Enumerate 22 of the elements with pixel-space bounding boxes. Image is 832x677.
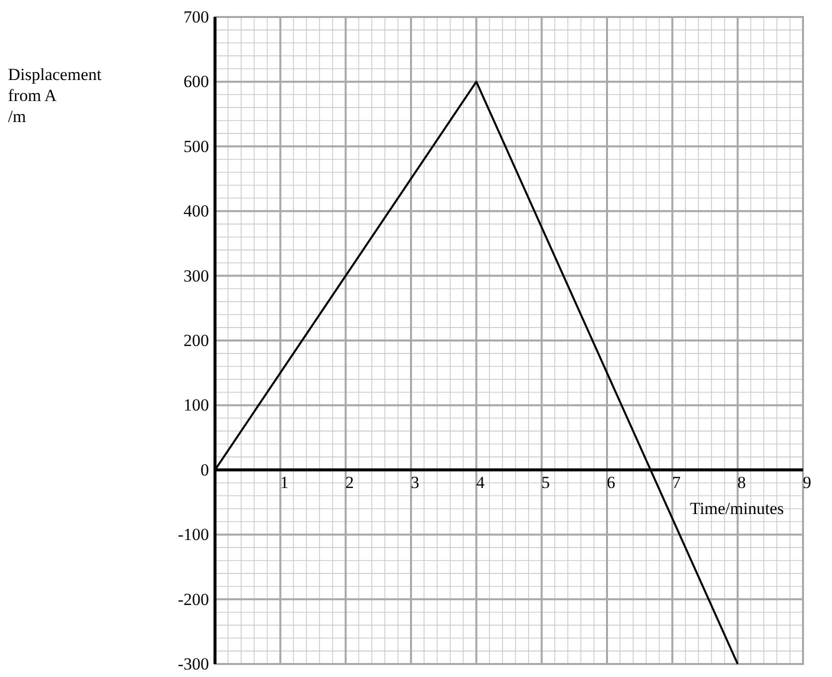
y-tick-label: 200 [184, 330, 209, 350]
x-tick-label: 3 [410, 472, 420, 492]
x-tick-label: 8 [737, 472, 746, 492]
y-tick-label: -300 [178, 654, 209, 674]
x-tick-label: 2 [345, 472, 354, 492]
y-tick-label: 0 [200, 460, 209, 480]
y-axis-title: Displacement from A /m [8, 65, 102, 126]
y-tick-label: 700 [184, 7, 209, 26]
y-tick-label: 600 [184, 72, 209, 92]
x-tick-label: 7 [672, 472, 682, 492]
x-tick-label: 4 [476, 472, 486, 492]
y-tick-label: 400 [184, 202, 209, 221]
y-tick-label: 100 [184, 396, 209, 415]
y-tick-label: -200 [178, 590, 209, 609]
x-tick-label: 9 [802, 472, 812, 492]
x-axis-title: Time/minutes [690, 498, 784, 518]
y-tick-label: -100 [178, 525, 209, 544]
y-tick-label: 500 [184, 136, 209, 156]
x-tick-label: 1 [280, 472, 289, 492]
x-tick-label: 5 [541, 472, 550, 492]
y-tick-label: 300 [184, 266, 209, 286]
x-tick-label: 6 [606, 472, 616, 492]
